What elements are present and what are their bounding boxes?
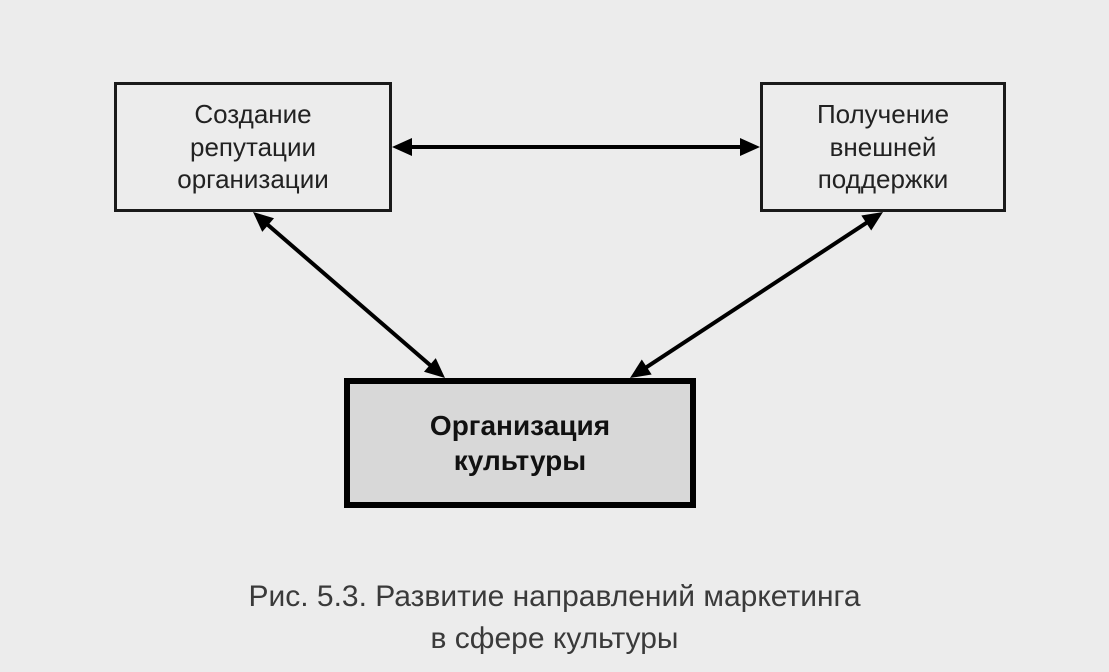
node-support-line1: Получение [817, 99, 949, 129]
node-organization: Организация культуры [344, 378, 696, 508]
node-support: Получение внешней поддержки [760, 82, 1006, 212]
node-reputation-line3: организации [177, 164, 329, 194]
node-support-line2: внешней [830, 132, 937, 162]
node-reputation-line1: Создание [194, 99, 311, 129]
figure-caption-line2: в сфере культуры [0, 622, 1109, 656]
node-organization-line2: культуры [454, 445, 586, 476]
node-organization-line1: Организация [430, 410, 610, 441]
node-reputation-line2: репутации [190, 132, 316, 162]
node-reputation: Создание репутации организации [114, 82, 392, 212]
node-support-line3: поддержки [818, 164, 949, 194]
diagram-canvas: Создание репутации организации Получение… [0, 0, 1109, 672]
figure-caption-line1: Рис. 5.3. Развитие направлений маркетинг… [0, 580, 1109, 614]
